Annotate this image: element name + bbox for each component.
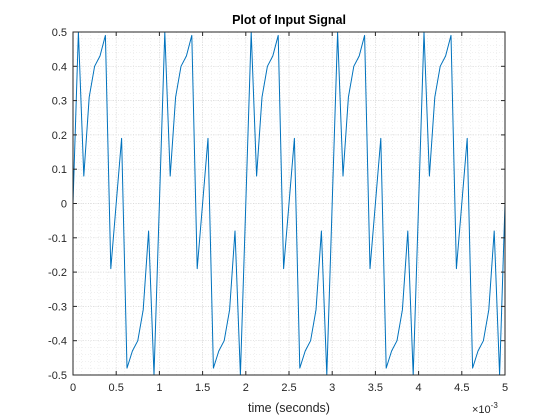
x-tick-label: 1 bbox=[156, 382, 162, 394]
x-axis-label: time (seconds) bbox=[248, 401, 330, 415]
x-tick-label: 1.5 bbox=[195, 382, 210, 394]
y-tick-label: 0.5 bbox=[52, 27, 67, 39]
y-tick-label: 0 bbox=[61, 199, 67, 211]
y-tick-label: 0.2 bbox=[52, 130, 67, 142]
x-tick-label: 2.5 bbox=[281, 382, 296, 394]
x-tick-label: 0 bbox=[70, 382, 76, 394]
y-axis-ticks bbox=[73, 31, 505, 376]
y-tick-label: -0.3 bbox=[48, 301, 67, 313]
x-axis-exponent-power: -3 bbox=[491, 401, 499, 410]
x-tick-label: 3.5 bbox=[368, 382, 383, 394]
x-tick-label: 4 bbox=[416, 382, 422, 394]
x-axis-exponent-base: ×10 bbox=[472, 404, 491, 416]
x-tick-label: 0.5 bbox=[109, 382, 124, 394]
x-tick-label: 5 bbox=[502, 382, 508, 394]
y-tick-label: -0.5 bbox=[48, 370, 67, 382]
y-tick-label: 0.1 bbox=[52, 164, 67, 176]
y-axis-tick-labels: 0.5 0.4 0.3 0.2 0.1 0 -0.1 -0.2 -0.3 -0.4 -0.5 bbox=[48, 27, 67, 382]
x-tick-label: 2 bbox=[243, 382, 249, 394]
x-tick-label: 4.5 bbox=[454, 382, 469, 394]
x-axis-ticks bbox=[72, 32, 506, 375]
y-tick-label: -0.2 bbox=[48, 267, 67, 279]
x-axis-exponent: ×10-3 bbox=[472, 401, 498, 416]
signal-series-line bbox=[72, 31, 506, 376]
x-tick-label: 3 bbox=[329, 382, 335, 394]
y-tick-label: 0.3 bbox=[52, 96, 67, 108]
chart-title: Plot of Input Signal bbox=[232, 13, 346, 27]
y-tick-label: -0.1 bbox=[48, 233, 67, 245]
minor-grid bbox=[72, 31, 506, 376]
y-tick-label: 0.4 bbox=[52, 61, 67, 73]
x-axis-tick-labels: 0 0.5 1 1.5 2 2.5 3 3.5 4 4.5 5 bbox=[70, 382, 508, 394]
y-tick-label: -0.4 bbox=[48, 336, 67, 348]
